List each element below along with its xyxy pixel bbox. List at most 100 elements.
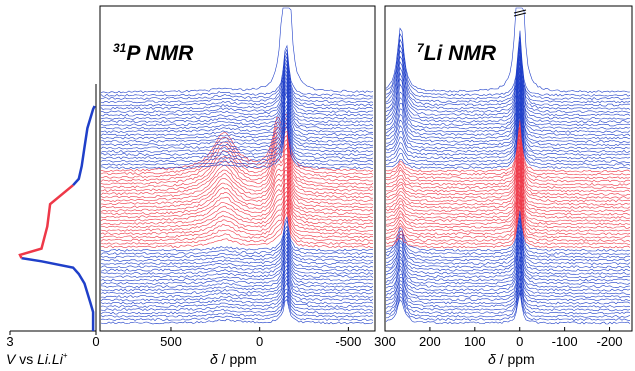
li7-axis-label: δ / ppm — [488, 351, 535, 367]
ppm-tick-label: 500 — [160, 334, 182, 349]
spectrum-trace — [385, 184, 631, 229]
spectrum-trace — [385, 121, 631, 176]
spectrum-trace — [385, 160, 631, 209]
spectrum-trace — [100, 77, 374, 127]
spectrum-trace — [100, 107, 374, 153]
p31-panel: 500 0 -500 31P NMR δ / ppm — [99, 5, 376, 367]
spectrum-trace — [385, 7, 631, 93]
spectrum-trace — [100, 157, 374, 206]
spectrum-trace — [100, 74, 374, 124]
spectrum-trace — [385, 57, 631, 120]
spectrum-trace — [385, 256, 631, 292]
spectrum-trace — [100, 153, 374, 202]
spectrum-trace — [385, 119, 631, 173]
spectrum-trace — [385, 61, 631, 124]
spectrum-trace — [100, 298, 374, 325]
spectrum-trace — [385, 133, 631, 186]
spectrum-trace — [100, 232, 374, 265]
ppm-tick-label: 100 — [464, 334, 486, 349]
spectrum-trace — [385, 285, 631, 318]
p31-tick-labels: 500 0 -500 — [160, 327, 361, 349]
spectrum-trace — [385, 102, 631, 160]
spectrum-trace — [101, 100, 374, 147]
spectrum-trace — [100, 253, 374, 285]
spectrum-trace — [100, 261, 374, 292]
spectrum-trace — [100, 147, 373, 199]
spectrum-trace — [386, 126, 631, 180]
spectrum-trace — [100, 219, 374, 255]
spectrum-trace — [100, 91, 374, 140]
spectrum-trace — [385, 201, 631, 246]
spectrum-trace — [100, 257, 374, 289]
spectrum-trace — [100, 278, 374, 308]
spectrum-trace — [385, 42, 631, 107]
p31-spectra — [100, 7, 374, 325]
spectrum-trace — [385, 198, 631, 242]
spectrum-trace — [385, 193, 631, 239]
spectrum-trace — [101, 125, 374, 170]
spectrum-trace — [385, 220, 631, 262]
ppm-tick-label: 200 — [419, 334, 441, 349]
spectrum-trace — [385, 129, 631, 183]
spectrum-trace — [100, 174, 374, 219]
spectrum-trace — [385, 229, 631, 269]
spectrum-trace — [385, 174, 631, 223]
spectrum-trace — [100, 114, 374, 160]
spectrum-trace — [100, 291, 374, 318]
ppm-tick-label: -100 — [552, 334, 578, 349]
li7-title: 7Li NMR — [417, 41, 497, 65]
spectrum-trace — [385, 251, 631, 289]
spectrum-trace — [100, 121, 373, 166]
spectrum-trace — [385, 35, 630, 100]
spectrum-trace — [100, 295, 374, 322]
spectrum-trace — [385, 54, 631, 117]
axis-break-mark — [513, 9, 527, 17]
spectrum-trace — [100, 288, 374, 315]
spectrum-trace — [385, 244, 631, 282]
voltage-segment-2 — [18, 184, 74, 259]
spectrum-trace — [385, 292, 631, 325]
ppm-tick-label: 0 — [256, 334, 263, 349]
spectrum-trace — [100, 198, 374, 239]
spectrum-trace — [385, 263, 631, 298]
spectrum-trace — [100, 202, 374, 242]
spectrum-trace — [100, 229, 374, 262]
spectrum-trace — [385, 258, 630, 295]
spectrum-trace — [385, 145, 631, 196]
spectrum-trace — [100, 170, 374, 216]
li7-tick-labels: 300 200 100 0 -100 -200 — [374, 327, 623, 349]
spectrum-trace — [385, 100, 631, 157]
spectrum-trace — [385, 186, 630, 232]
spectrum-trace — [385, 246, 631, 285]
spectrum-trace — [100, 44, 374, 97]
spectrum-trace — [385, 95, 631, 153]
spectrum-trace — [100, 52, 374, 104]
voltage-tick-label: 0 — [92, 334, 99, 349]
spectrum-trace — [100, 113, 374, 172]
spectrum-trace — [385, 277, 631, 312]
p31-title: 31P NMR — [113, 41, 194, 65]
spectrum-trace — [385, 138, 631, 189]
spectrum-trace — [101, 243, 374, 275]
spectrum-trace — [100, 66, 373, 117]
spectrum-trace — [385, 167, 631, 216]
spectrum-trace — [386, 237, 631, 275]
spectrum-trace — [385, 232, 631, 272]
spectrum-trace — [100, 250, 374, 282]
spectrum-trace — [385, 172, 631, 219]
spectrum-trace — [100, 130, 374, 186]
spectrum-trace — [385, 69, 631, 130]
li7-panel: 300 200 100 0 -100 -200 7Li NMR δ / ppm — [374, 5, 633, 367]
spectrum-trace — [100, 63, 374, 114]
spectrum-trace — [100, 225, 374, 259]
spectrum-trace — [100, 59, 374, 110]
spectrum-trace — [385, 270, 631, 305]
spectrum-trace — [100, 264, 374, 295]
spectrum-trace — [385, 225, 631, 265]
spectrum-trace — [385, 40, 631, 104]
spectrum-trace — [385, 205, 631, 249]
spectrum-trace — [385, 191, 631, 236]
